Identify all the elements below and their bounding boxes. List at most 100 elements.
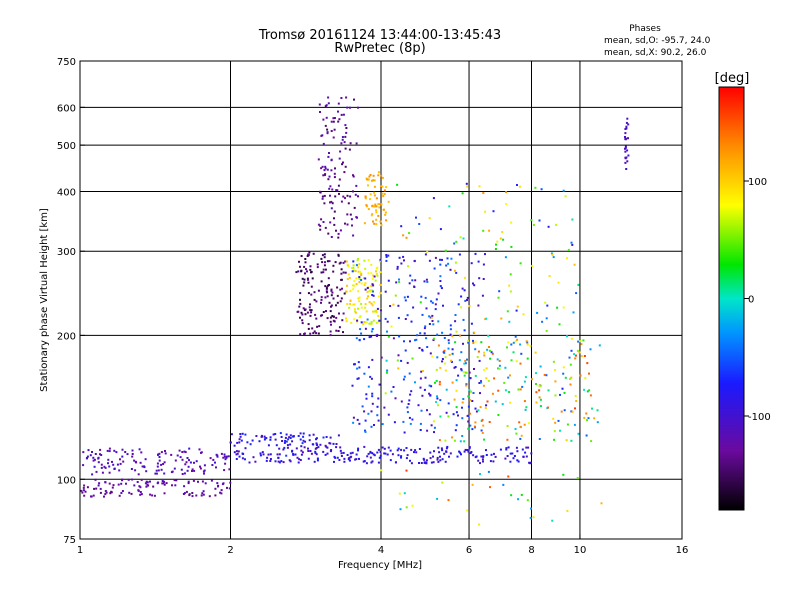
data-point: [371, 402, 374, 405]
data-point: [455, 406, 458, 409]
data-point: [426, 250, 429, 253]
data-point: [482, 460, 484, 463]
data-point: [468, 378, 471, 381]
data-point: [366, 318, 369, 321]
data-point: [385, 359, 388, 362]
data-point: [367, 259, 370, 261]
data-point: [521, 448, 524, 451]
data-point: [332, 319, 335, 322]
data-point: [433, 431, 435, 434]
data-point: [317, 223, 320, 226]
x-axis-label: Frequency [MHz]: [338, 560, 422, 571]
data-point: [357, 307, 360, 310]
data-point: [326, 452, 329, 455]
data-point: [519, 388, 522, 391]
data-point: [297, 435, 300, 437]
x-tick-label: 4: [378, 545, 384, 556]
data-point: [535, 372, 537, 375]
data-point: [509, 273, 512, 276]
data-point: [239, 433, 242, 435]
data-point: [158, 452, 161, 455]
data-point: [580, 355, 583, 358]
data-point: [333, 460, 335, 463]
data-point: [384, 392, 387, 395]
data-point: [209, 457, 212, 460]
data-point: [461, 435, 464, 437]
data-point: [161, 480, 164, 482]
data-point: [307, 447, 309, 450]
data-point: [303, 278, 306, 281]
data-point: [358, 277, 361, 280]
data-point: [329, 436, 332, 439]
data-point: [526, 499, 529, 502]
data-point: [309, 268, 312, 271]
data-point: [370, 410, 373, 413]
data-point: [625, 168, 628, 170]
data-point: [373, 301, 376, 303]
data-point: [322, 142, 325, 145]
data-point: [138, 485, 141, 488]
data-point: [539, 398, 542, 401]
data-point: [479, 462, 481, 465]
data-point: [371, 294, 374, 296]
data-point: [379, 258, 382, 261]
data-point: [255, 435, 258, 437]
data-point: [320, 298, 323, 301]
data-point: [377, 461, 380, 464]
data-point: [309, 314, 312, 317]
data-point: [397, 367, 400, 370]
data-point: [329, 316, 332, 319]
data-point: [449, 333, 452, 336]
data-point: [357, 106, 359, 109]
data-point: [352, 266, 355, 269]
data-point: [333, 223, 336, 226]
data-point: [566, 335, 568, 338]
data-point: [328, 301, 331, 304]
data-point: [378, 456, 381, 459]
data-point: [319, 443, 322, 446]
data-point: [342, 113, 345, 116]
data-point: [163, 483, 166, 486]
data-point: [355, 337, 358, 340]
data-point: [341, 287, 343, 290]
data-point: [108, 471, 111, 474]
data-point: [160, 451, 163, 454]
data-point: [344, 124, 347, 127]
data-point: [349, 456, 352, 459]
data-point: [324, 453, 327, 456]
data-point: [115, 451, 118, 454]
data-point: [364, 288, 367, 291]
data-point: [510, 221, 513, 224]
data-point: [485, 449, 487, 452]
data-point: [570, 241, 573, 244]
data-point: [342, 331, 344, 334]
data-point: [160, 468, 163, 471]
data-point: [482, 455, 485, 458]
data-point: [436, 497, 439, 500]
data-point: [391, 453, 394, 456]
data-point: [387, 446, 390, 449]
data-point: [415, 451, 418, 454]
data-point: [303, 281, 306, 284]
data-point: [501, 403, 504, 406]
data-point: [229, 441, 232, 444]
data-point: [131, 449, 134, 452]
data-point: [288, 436, 291, 439]
data-point: [352, 174, 354, 177]
data-point: [320, 301, 322, 304]
data-point: [347, 202, 350, 205]
data-point: [316, 457, 319, 460]
data-point: [577, 432, 580, 435]
data-point: [340, 297, 343, 300]
data-point: [330, 294, 333, 297]
data-point: [352, 303, 355, 306]
data-point: [453, 439, 456, 442]
data-point: [131, 455, 134, 458]
data-point: [323, 202, 326, 205]
data-point: [368, 336, 371, 339]
data-point: [330, 305, 332, 308]
data-point: [527, 422, 530, 425]
data-point: [299, 432, 302, 435]
data-point: [299, 302, 302, 305]
data-point: [380, 356, 383, 359]
